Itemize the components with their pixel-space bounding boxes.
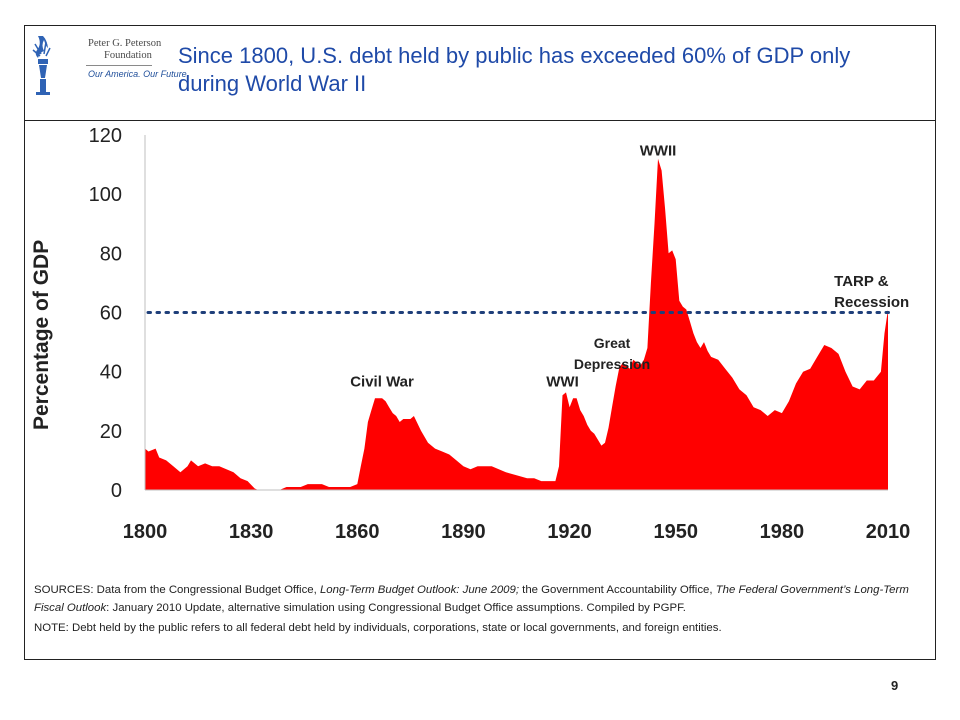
annotation-label: WWI (546, 373, 578, 390)
logo-line2: Foundation (104, 50, 152, 61)
y-axis-label: Percentage of GDP (30, 239, 53, 430)
page-number: 9 (891, 678, 899, 693)
y-tick-label: 40 (100, 362, 122, 384)
y-tick-label: 120 (89, 125, 122, 147)
sources-note: SOURCES: Data from the Congressional Bud… (34, 582, 928, 638)
logo-tagline: Our America. Our Future. (88, 69, 190, 79)
sources-run: the Government Accountability Office, (519, 584, 716, 596)
annotation-label: Civil War (350, 373, 414, 390)
slide-frame (24, 25, 936, 660)
y-tick-label: 100 (89, 184, 122, 206)
x-tick-label: 1830 (229, 521, 274, 543)
annotation-label: Great Depression (574, 335, 650, 372)
x-tick-label: 1860 (335, 521, 380, 543)
note-text: NOTE: Debt held by the public refers to … (34, 622, 722, 634)
annotation-label: TARP & Recession (834, 273, 909, 311)
x-tick-label: 2010 (866, 521, 911, 543)
y-tick-label: 0 (111, 480, 122, 502)
x-tick-label: 1980 (760, 521, 805, 543)
x-tick-label: 1920 (547, 521, 592, 543)
y-tick-label: 20 (100, 421, 122, 443)
y-tick-label: 80 (100, 243, 122, 265)
sources-run: The Federal Government’s Long-Term Fisca… (34, 584, 909, 614)
header (24, 25, 936, 121)
annotation-label: WWII (640, 143, 677, 160)
x-tick-labels: 1800 1830 1860 1890 1920 1950 1980 2010 (123, 521, 911, 543)
y-tick-labels: 0 20 40 60 80 100 120 (89, 125, 122, 502)
sources-text: SOURCES: Data from the Congressional Bud… (34, 582, 928, 617)
slide-title: Since 1800, U.S. debt held by public has… (178, 43, 851, 96)
foundation-logo: Peter G. Peterson Foundation Our America… (32, 34, 189, 98)
logo-line1: Peter G. Peterson (88, 38, 162, 49)
sources-run: : January 2010 Update, alternative simul… (106, 601, 686, 614)
x-tick-label: 1800 (123, 521, 168, 543)
x-tick-label: 1950 (653, 521, 698, 543)
torch-icon (32, 36, 51, 95)
logo-divider (86, 65, 152, 66)
y-tick-label: 60 (100, 303, 122, 325)
x-tick-label: 1890 (441, 521, 486, 543)
debt-area (145, 158, 888, 490)
sources-run: Long-Term Budget Outlook: June 2009; (319, 584, 519, 596)
sources-run: SOURCES: Data from the Congressional Bud… (34, 584, 320, 596)
debt-area-chart: 0 20 40 60 80 100 120 1800 1830 1860 1890 1920 1950… (89, 125, 911, 543)
